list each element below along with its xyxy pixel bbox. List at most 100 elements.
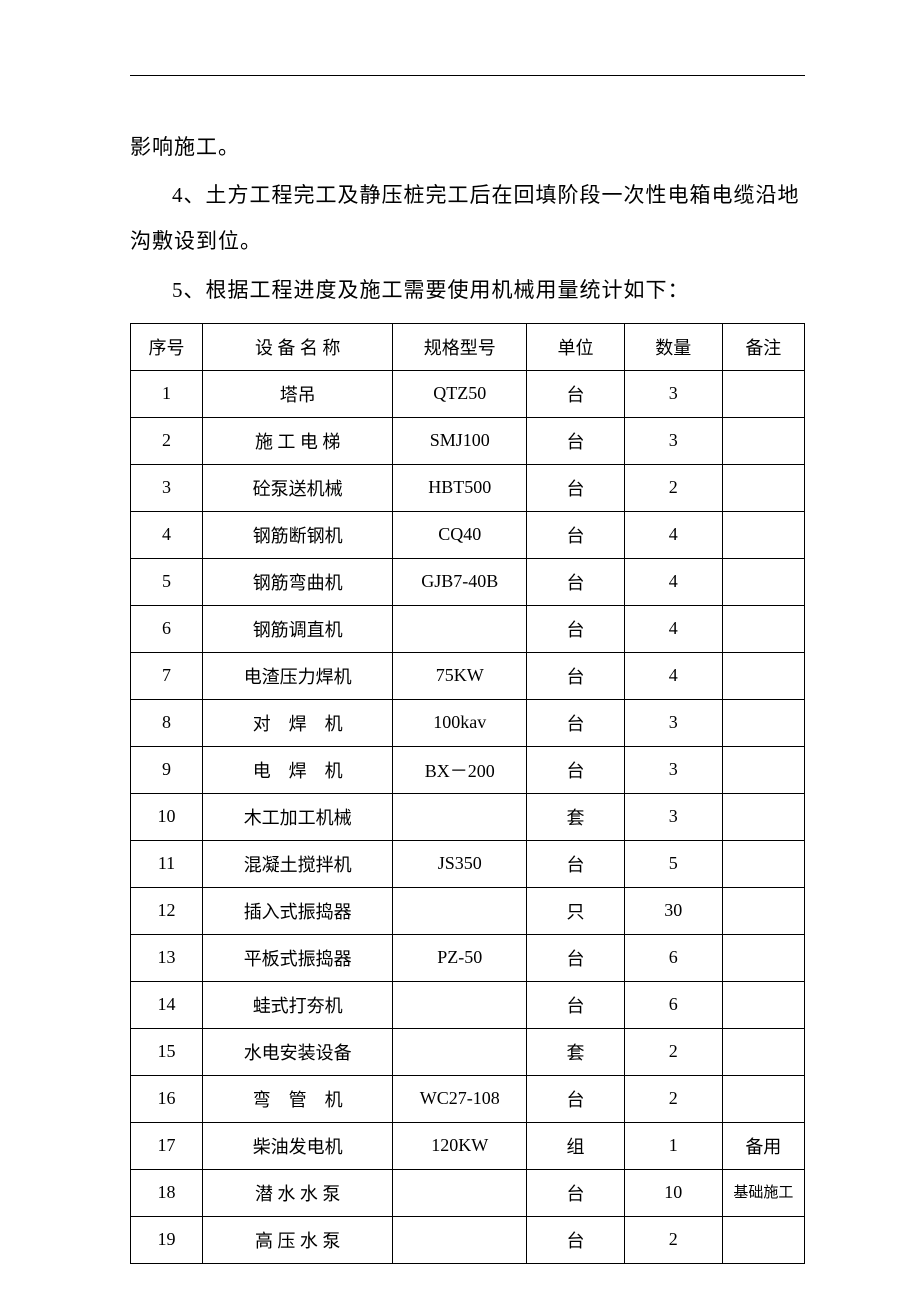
cell-spec: JS350 <box>393 840 527 887</box>
cell-remark <box>722 793 804 840</box>
table-row: 8 对 焊 机 100kav 台 3 <box>131 699 805 746</box>
cell-spec <box>393 1028 527 1075</box>
cell-remark <box>722 887 804 934</box>
cell-qty: 3 <box>624 699 722 746</box>
cell-qty: 1 <box>624 1122 722 1169</box>
cell-remark <box>722 1028 804 1075</box>
cell-name: 蛙式打夯机 <box>203 981 393 1028</box>
cell-name: 柴油发电机 <box>203 1122 393 1169</box>
cell-name: 插入式振捣器 <box>203 887 393 934</box>
cell-spec: 100kav <box>393 699 527 746</box>
cell-name: 木工加工机械 <box>203 793 393 840</box>
cell-spec <box>393 793 527 840</box>
cell-remark <box>722 981 804 1028</box>
cell-qty: 4 <box>624 558 722 605</box>
paragraph-3: 5、根据工程进度及施工需要使用机械用量统计如下： <box>130 267 805 313</box>
cell-qty: 4 <box>624 605 722 652</box>
cell-seq: 12 <box>131 887 203 934</box>
table-row: 2 施 工 电 梯 SMJ100 台 3 <box>131 417 805 464</box>
cell-seq: 9 <box>131 746 203 793</box>
cell-seq: 7 <box>131 652 203 699</box>
cell-name: 砼泵送机械 <box>203 464 393 511</box>
table-row: 15 水电安装设备 套 2 <box>131 1028 805 1075</box>
cell-unit: 台 <box>527 558 625 605</box>
cell-unit: 台 <box>527 370 625 417</box>
cell-name: 弯 管 机 <box>203 1075 393 1122</box>
cell-seq: 6 <box>131 605 203 652</box>
cell-unit: 台 <box>527 1169 625 1216</box>
cell-seq: 5 <box>131 558 203 605</box>
col-header-seq: 序号 <box>131 323 203 370</box>
table-row: 5 钢筋弯曲机 GJB7-40B 台 4 <box>131 558 805 605</box>
cell-remark <box>722 699 804 746</box>
table-row: 18 潜 水 水 泵 台 10 基础施工 <box>131 1169 805 1216</box>
cell-qty: 4 <box>624 652 722 699</box>
cell-remark <box>722 746 804 793</box>
cell-seq: 14 <box>131 981 203 1028</box>
cell-remark <box>722 464 804 511</box>
cell-name: 对 焊 机 <box>203 699 393 746</box>
cell-seq: 13 <box>131 934 203 981</box>
table-row: 10 木工加工机械 套 3 <box>131 793 805 840</box>
cell-name: 施 工 电 梯 <box>203 417 393 464</box>
table-row: 12 插入式振捣器 只 30 <box>131 887 805 934</box>
cell-seq: 10 <box>131 793 203 840</box>
table-row: 19 高 压 水 泵 台 2 <box>131 1216 805 1263</box>
cell-spec <box>393 887 527 934</box>
header-rule <box>130 75 805 76</box>
cell-qty: 3 <box>624 417 722 464</box>
cell-seq: 15 <box>131 1028 203 1075</box>
cell-seq: 3 <box>131 464 203 511</box>
cell-unit: 台 <box>527 1075 625 1122</box>
equipment-table: 序号 设 备 名 称 规格型号 单位 数量 备注 1 塔吊 QTZ50 台 3 … <box>130 323 805 1264</box>
cell-unit: 台 <box>527 840 625 887</box>
cell-unit: 台 <box>527 605 625 652</box>
col-header-spec: 规格型号 <box>393 323 527 370</box>
cell-seq: 2 <box>131 417 203 464</box>
table-body: 1 塔吊 QTZ50 台 3 2 施 工 电 梯 SMJ100 台 3 3 砼泵… <box>131 370 805 1263</box>
cell-qty: 30 <box>624 887 722 934</box>
cell-seq: 8 <box>131 699 203 746</box>
cell-unit: 台 <box>527 652 625 699</box>
cell-unit: 套 <box>527 793 625 840</box>
cell-remark <box>722 840 804 887</box>
cell-spec: 75KW <box>393 652 527 699</box>
cell-spec: GJB7-40B <box>393 558 527 605</box>
cell-name: 平板式振捣器 <box>203 934 393 981</box>
cell-remark <box>722 370 804 417</box>
cell-spec: CQ40 <box>393 511 527 558</box>
table-row: 9 电 焊 机 BX－200 台 3 <box>131 746 805 793</box>
table-row: 16 弯 管 机 WC27-108 台 2 <box>131 1075 805 1122</box>
cell-unit: 台 <box>527 934 625 981</box>
cell-remark: 基础施工 <box>722 1169 804 1216</box>
cell-seq: 18 <box>131 1169 203 1216</box>
cell-qty: 10 <box>624 1169 722 1216</box>
paragraph-2: 4、土方工程完工及静压桩完工后在回填阶段一次性电箱电缆沿地沟敷设到位。 <box>130 172 805 264</box>
cell-name: 塔吊 <box>203 370 393 417</box>
table-row: 3 砼泵送机械 HBT500 台 2 <box>131 464 805 511</box>
cell-spec: 120KW <box>393 1122 527 1169</box>
cell-unit: 台 <box>527 1216 625 1263</box>
cell-spec: PZ-50 <box>393 934 527 981</box>
cell-spec: HBT500 <box>393 464 527 511</box>
cell-name: 水电安装设备 <box>203 1028 393 1075</box>
cell-spec <box>393 1169 527 1216</box>
cell-spec: WC27-108 <box>393 1075 527 1122</box>
cell-unit: 台 <box>527 511 625 558</box>
cell-unit: 只 <box>527 887 625 934</box>
cell-seq: 16 <box>131 1075 203 1122</box>
table-row: 4 钢筋断钢机 CQ40 台 4 <box>131 511 805 558</box>
cell-remark <box>722 1216 804 1263</box>
cell-qty: 3 <box>624 370 722 417</box>
cell-qty: 2 <box>624 1216 722 1263</box>
cell-qty: 6 <box>624 981 722 1028</box>
cell-unit: 台 <box>527 981 625 1028</box>
cell-qty: 6 <box>624 934 722 981</box>
cell-spec <box>393 1216 527 1263</box>
page-container: 影响施工。 4、土方工程完工及静压桩完工后在回填阶段一次性电箱电缆沿地沟敷设到位… <box>0 0 920 1264</box>
cell-remark <box>722 558 804 605</box>
table-row: 11 混凝土搅拌机 JS350 台 5 <box>131 840 805 887</box>
cell-unit: 台 <box>527 746 625 793</box>
cell-qty: 4 <box>624 511 722 558</box>
cell-unit: 套 <box>527 1028 625 1075</box>
